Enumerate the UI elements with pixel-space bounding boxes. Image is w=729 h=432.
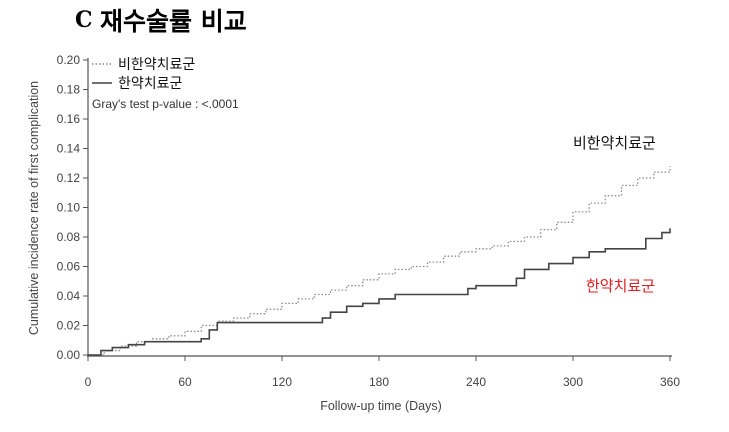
legend-label-series-1: 비한약치료군 <box>118 57 195 73</box>
y-tick-label: 0.20 <box>57 53 81 67</box>
y-tick-label: 0.08 <box>57 230 81 244</box>
y-axis-label: Cumulative incidence rate of first compl… <box>27 81 41 335</box>
x-tick-label: 120 <box>272 375 292 389</box>
panel-letter: C <box>75 7 93 33</box>
y-tick-label: 0.06 <box>57 260 81 274</box>
x-tick-label: 60 <box>178 375 192 389</box>
y-tick-label: 0.16 <box>57 112 81 126</box>
x-tick-label: 180 <box>369 375 389 389</box>
x-tick-label: 360 <box>660 375 680 389</box>
y-tick-label: 0.00 <box>57 348 81 362</box>
p-value-annotation: Gray's test p-value : <.0001 <box>92 97 239 111</box>
legend: 비한약치료군 한약치료군 Gray's test p-value : <.000… <box>92 57 239 111</box>
chart-title: 재수술률 비교 <box>100 7 247 36</box>
y-tick-label: 0.10 <box>57 201 81 215</box>
y-tick-label: 0.02 <box>57 319 81 333</box>
y-tick-label: 0.18 <box>57 83 81 97</box>
x-tick-label: 0 <box>85 375 92 389</box>
x-tick-label: 300 <box>563 375 583 389</box>
x-ticks: 0 60 120 180 240 300 360 <box>85 356 680 389</box>
series <box>88 166 671 356</box>
y-tick-label: 0.04 <box>57 289 81 303</box>
series-line-2 <box>88 228 671 356</box>
y-ticks: 0.00 0.02 0.04 0.06 0.08 0.10 0.12 0.14 0.16 0.18… <box>57 53 88 362</box>
x-axis-label: Follow-up time (Days) <box>320 399 442 413</box>
y-tick-label: 0.14 <box>57 142 81 156</box>
series-line-1 <box>88 166 671 356</box>
series-2-end-label: 한약치료군 <box>586 277 655 295</box>
legend-label-series-2: 한약치료군 <box>118 76 183 92</box>
y-tick-label: 0.12 <box>57 171 81 185</box>
x-tick-label: 240 <box>466 375 486 389</box>
series-1-end-label: 비한약치료군 <box>573 134 656 152</box>
